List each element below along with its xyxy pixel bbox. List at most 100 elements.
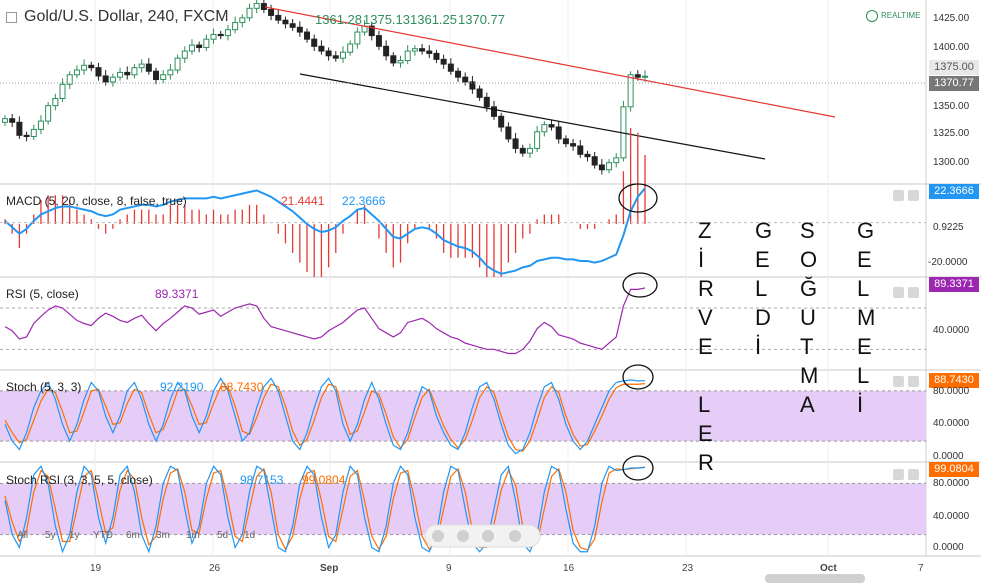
candle [577, 145, 584, 155]
candle [131, 67, 138, 76]
highlight-circle [618, 183, 658, 213]
candle [45, 105, 52, 122]
highlight-circle [622, 364, 654, 390]
annotation-letter: M [857, 305, 876, 330]
stochrsi-label: Stoch RSI (3, 3, 5, 5, close) [6, 473, 153, 487]
timeframe-5d[interactable]: 5d [217, 530, 229, 541]
rsi-value: 89.3371 [155, 287, 199, 301]
panel-down-icon[interactable] [908, 287, 919, 298]
candle [368, 25, 375, 37]
candle [304, 31, 311, 40]
candle [411, 48, 418, 52]
annotation-letter: E [857, 247, 872, 272]
annotation-letter: İ [755, 334, 762, 359]
panel-down-icon[interactable] [908, 190, 919, 201]
candle [174, 57, 181, 71]
candle [52, 98, 59, 107]
timeframe-ytd[interactable]: YTD [93, 530, 113, 541]
panel-down-icon[interactable] [908, 469, 919, 480]
navigation-button [457, 530, 469, 542]
candle [519, 147, 526, 154]
panel-up-icon[interactable] [893, 376, 904, 387]
timeframe-all[interactable]: All [17, 530, 29, 541]
x-tick: 16 [563, 563, 575, 574]
candle [37, 120, 44, 130]
ohlc-high: 1375.13 [363, 12, 410, 27]
candle [289, 23, 296, 28]
timeframe-6m[interactable]: 6m [126, 530, 140, 541]
price-panel [0, 0, 926, 175]
candle [339, 51, 346, 59]
panel-up-icon[interactable] [893, 287, 904, 298]
price-axis-tick: 1300.00 [933, 157, 970, 168]
candle [153, 70, 160, 81]
candle [145, 63, 152, 72]
candle [239, 17, 246, 24]
macd-line [4, 187, 646, 275]
x-tick: Oct [820, 563, 837, 574]
candle [440, 58, 447, 65]
candle [498, 115, 505, 128]
candle [95, 67, 102, 77]
timeframe-5y[interactable]: 5y [45, 530, 56, 541]
candle [325, 50, 332, 57]
panel-up-icon[interactable] [893, 469, 904, 480]
candle [562, 138, 569, 145]
navigation-button [432, 530, 444, 542]
rsi-panel [0, 287, 926, 355]
stochrsi-axis-tick: 40.0000 [933, 511, 970, 522]
panel-down-icon[interactable] [908, 376, 919, 387]
candle [642, 75, 648, 78]
scroll-bar [765, 574, 865, 583]
stoch-value-1: 92.2190 [160, 380, 204, 394]
candle [570, 143, 577, 147]
ohlc-close: 1370.77 [458, 12, 505, 27]
candle [469, 81, 476, 90]
clock-icon [866, 10, 878, 22]
annotation-letter: İ [698, 247, 705, 272]
annotation-letter: L [698, 392, 711, 417]
candle [591, 156, 598, 166]
timeframe-1m[interactable]: 1m [186, 530, 200, 541]
highlight-circle [622, 455, 654, 481]
stochrsi-value-1: 98.7153 [240, 473, 284, 487]
annotation-overlay [424, 183, 865, 583]
candle [30, 128, 37, 138]
stoch-panel [0, 377, 926, 455]
stoch-label: Stoch (5, 3, 3) [6, 380, 82, 394]
candle [2, 118, 8, 123]
candle [66, 74, 73, 85]
realtime-label: REALTIME [881, 11, 921, 21]
candle [296, 26, 303, 33]
annotation-letter: U [800, 305, 816, 330]
candle [505, 126, 512, 140]
stoch-k-line [4, 464, 646, 554]
candle [117, 71, 124, 78]
candle [224, 29, 231, 37]
timeframe-1y[interactable]: 1y [69, 530, 80, 541]
panel-up-icon[interactable] [893, 190, 904, 201]
stoch-axis-tick: 0.0000 [933, 451, 964, 462]
trendline-support [299, 73, 766, 160]
annotation-letter: E [857, 334, 872, 359]
timeframe-3m[interactable]: 3m [156, 530, 170, 541]
candle [634, 74, 641, 78]
oversold-overbought-band [0, 390, 926, 442]
candle [433, 52, 440, 60]
annotation-letter: R [698, 450, 714, 475]
candle [375, 35, 382, 47]
annotation-letter: L [857, 363, 870, 388]
macd-panel [0, 127, 926, 277]
stochrsi-value-2: 99.0804 [302, 473, 346, 487]
expand-icon[interactable] [6, 12, 17, 23]
annotation-letter: E [755, 247, 770, 272]
timeframe-1d[interactable]: 1d [244, 530, 256, 541]
price-axis-tick: 1400.00 [933, 42, 970, 53]
candle [275, 14, 282, 21]
macd-value-2: 22.3666 [342, 194, 386, 208]
candle [404, 50, 411, 62]
realtime-badge: REALTIME [866, 10, 920, 22]
candle [606, 162, 613, 171]
candle [268, 8, 275, 16]
